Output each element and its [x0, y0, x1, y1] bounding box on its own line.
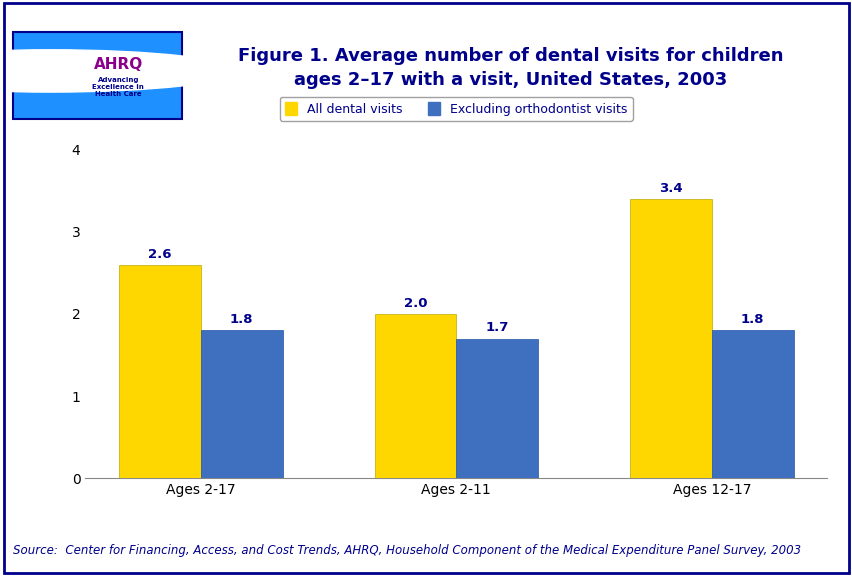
Bar	[200, 331, 282, 478]
Bar	[456, 339, 538, 478]
Text: 2.6: 2.6	[148, 248, 171, 260]
Text: Figure 1. Average number of dental visits for children
ages 2–17 with a visit, U: Figure 1. Average number of dental visit…	[238, 47, 783, 89]
Bar	[711, 331, 792, 478]
Bar	[119, 265, 200, 478]
Text: 1.7: 1.7	[485, 321, 509, 335]
Circle shape	[0, 50, 236, 92]
Text: AHRQ: AHRQ	[94, 56, 143, 71]
Legend: All dental visits, Excluding orthodontist visits: All dental visits, Excluding orthodontis…	[279, 97, 632, 120]
Text: 1.8: 1.8	[740, 313, 763, 326]
Text: 2.0: 2.0	[403, 297, 427, 310]
FancyBboxPatch shape	[13, 32, 181, 119]
Text: Source:  Center for Financing, Access, and Cost Trends, AHRQ, Household Componen: Source: Center for Financing, Access, an…	[13, 544, 800, 556]
Text: 1.8: 1.8	[230, 313, 253, 326]
Text: 3.4: 3.4	[659, 182, 682, 195]
Bar	[630, 199, 711, 478]
Text: Advancing
Excellence in
Health Care: Advancing Excellence in Health Care	[92, 77, 144, 97]
Bar	[374, 314, 456, 478]
